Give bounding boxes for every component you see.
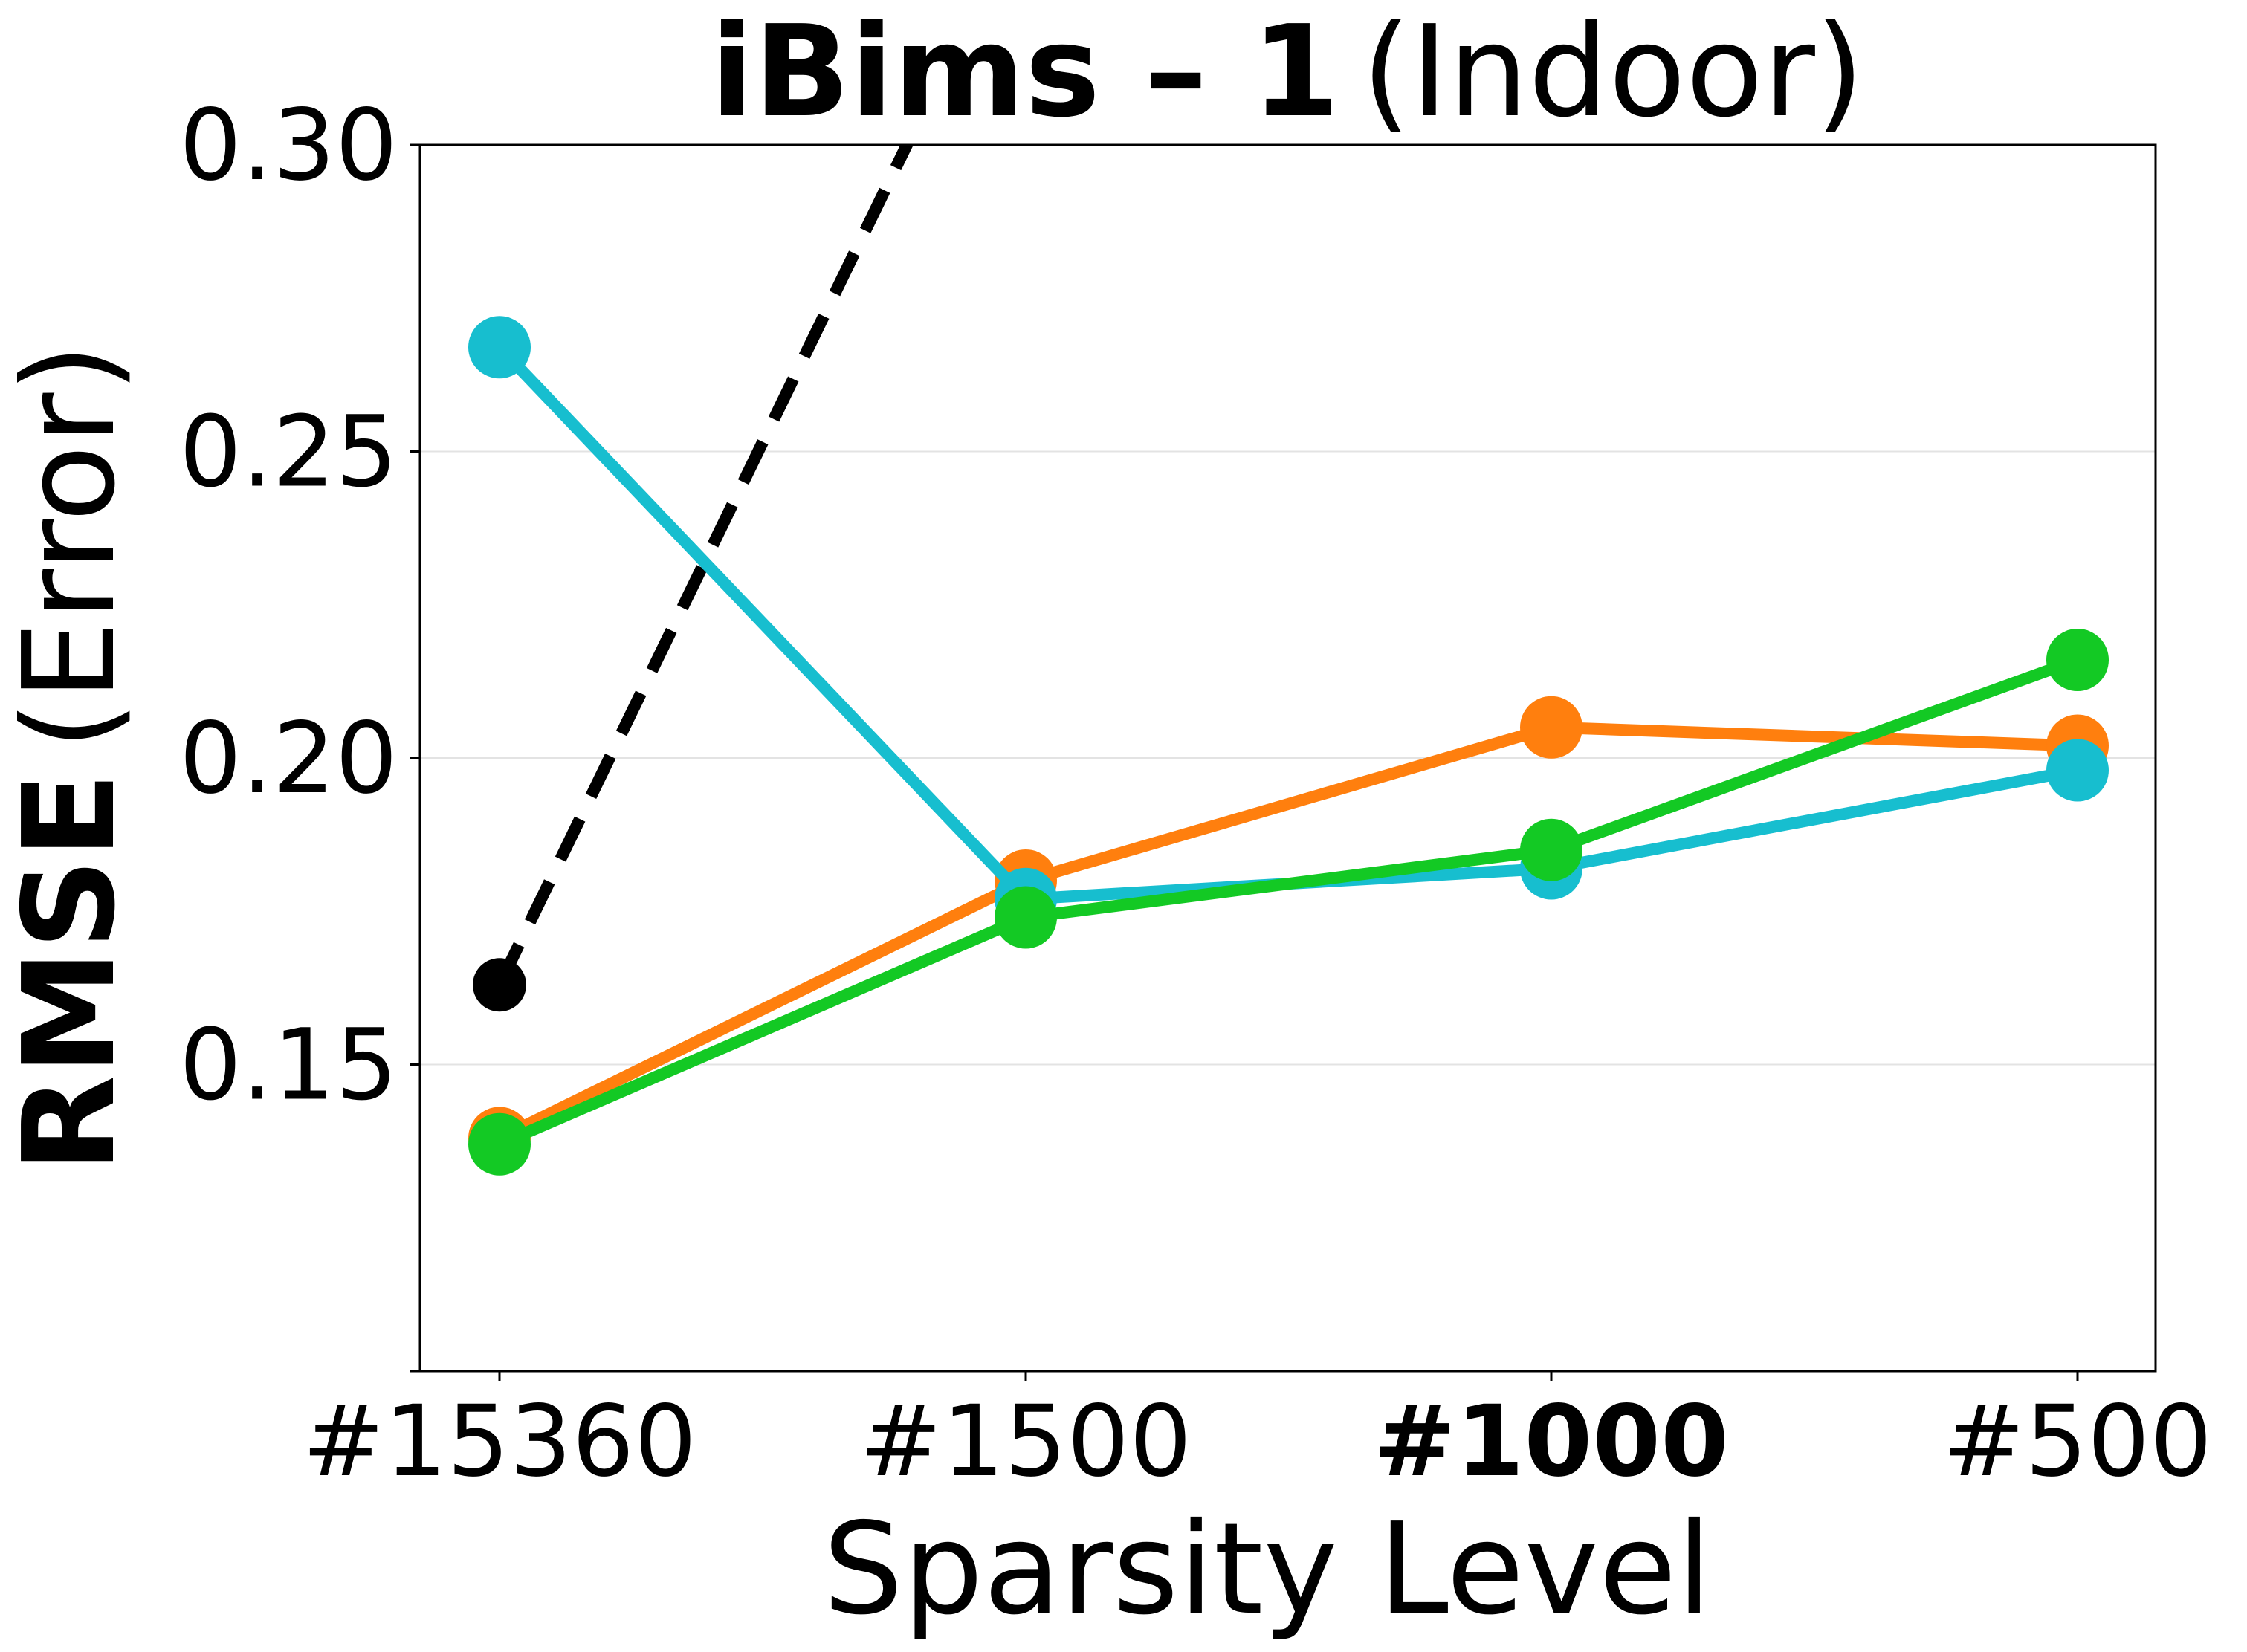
series-1-point <box>1520 696 1582 759</box>
y-axis-label-rest: (Error) <box>0 343 143 750</box>
y-axis-label-bold: RMSE <box>0 772 143 1173</box>
series-0-point <box>473 958 526 1012</box>
y-tick-label: 0.30 <box>179 88 398 203</box>
series-line-1 <box>497 721 2078 1144</box>
series-3-point <box>2046 629 2109 691</box>
series-line-2 <box>495 343 2079 905</box>
chart-title-bold: iBims – 1 <box>711 0 1339 146</box>
chart-title-rest: (Indoor) <box>1362 0 1864 146</box>
series-3-point <box>1520 818 1582 881</box>
tick-layer: 0.15 0.20 0.25 0.30 #15360 #1500 #1000 #500 <box>179 88 2212 1499</box>
series-line-3 <box>497 654 2080 1150</box>
x-tick-label: #15360 <box>303 1384 697 1499</box>
chart-title: iBims – 1 (Indoor) <box>711 0 1864 146</box>
series-3-point <box>468 1112 531 1176</box>
x-tick-label: #1000 <box>1374 1384 1729 1499</box>
x-tick-label: #500 <box>1943 1384 2213 1499</box>
y-tick-label: 0.20 <box>179 702 398 816</box>
series-2-point <box>2046 739 2109 802</box>
series-line-0 <box>494 145 914 988</box>
x-axis-label: Sparsity Level <box>823 1496 1712 1643</box>
y-tick-label: 0.15 <box>179 1008 398 1123</box>
x-tick-label: #1500 <box>860 1384 1192 1499</box>
series-layer <box>468 145 2109 1176</box>
y-tick-label: 0.25 <box>179 395 398 510</box>
series-3-point <box>995 886 1057 949</box>
series-2-point <box>468 316 531 379</box>
y-axis-label: RMSE (Error) <box>0 343 143 1173</box>
